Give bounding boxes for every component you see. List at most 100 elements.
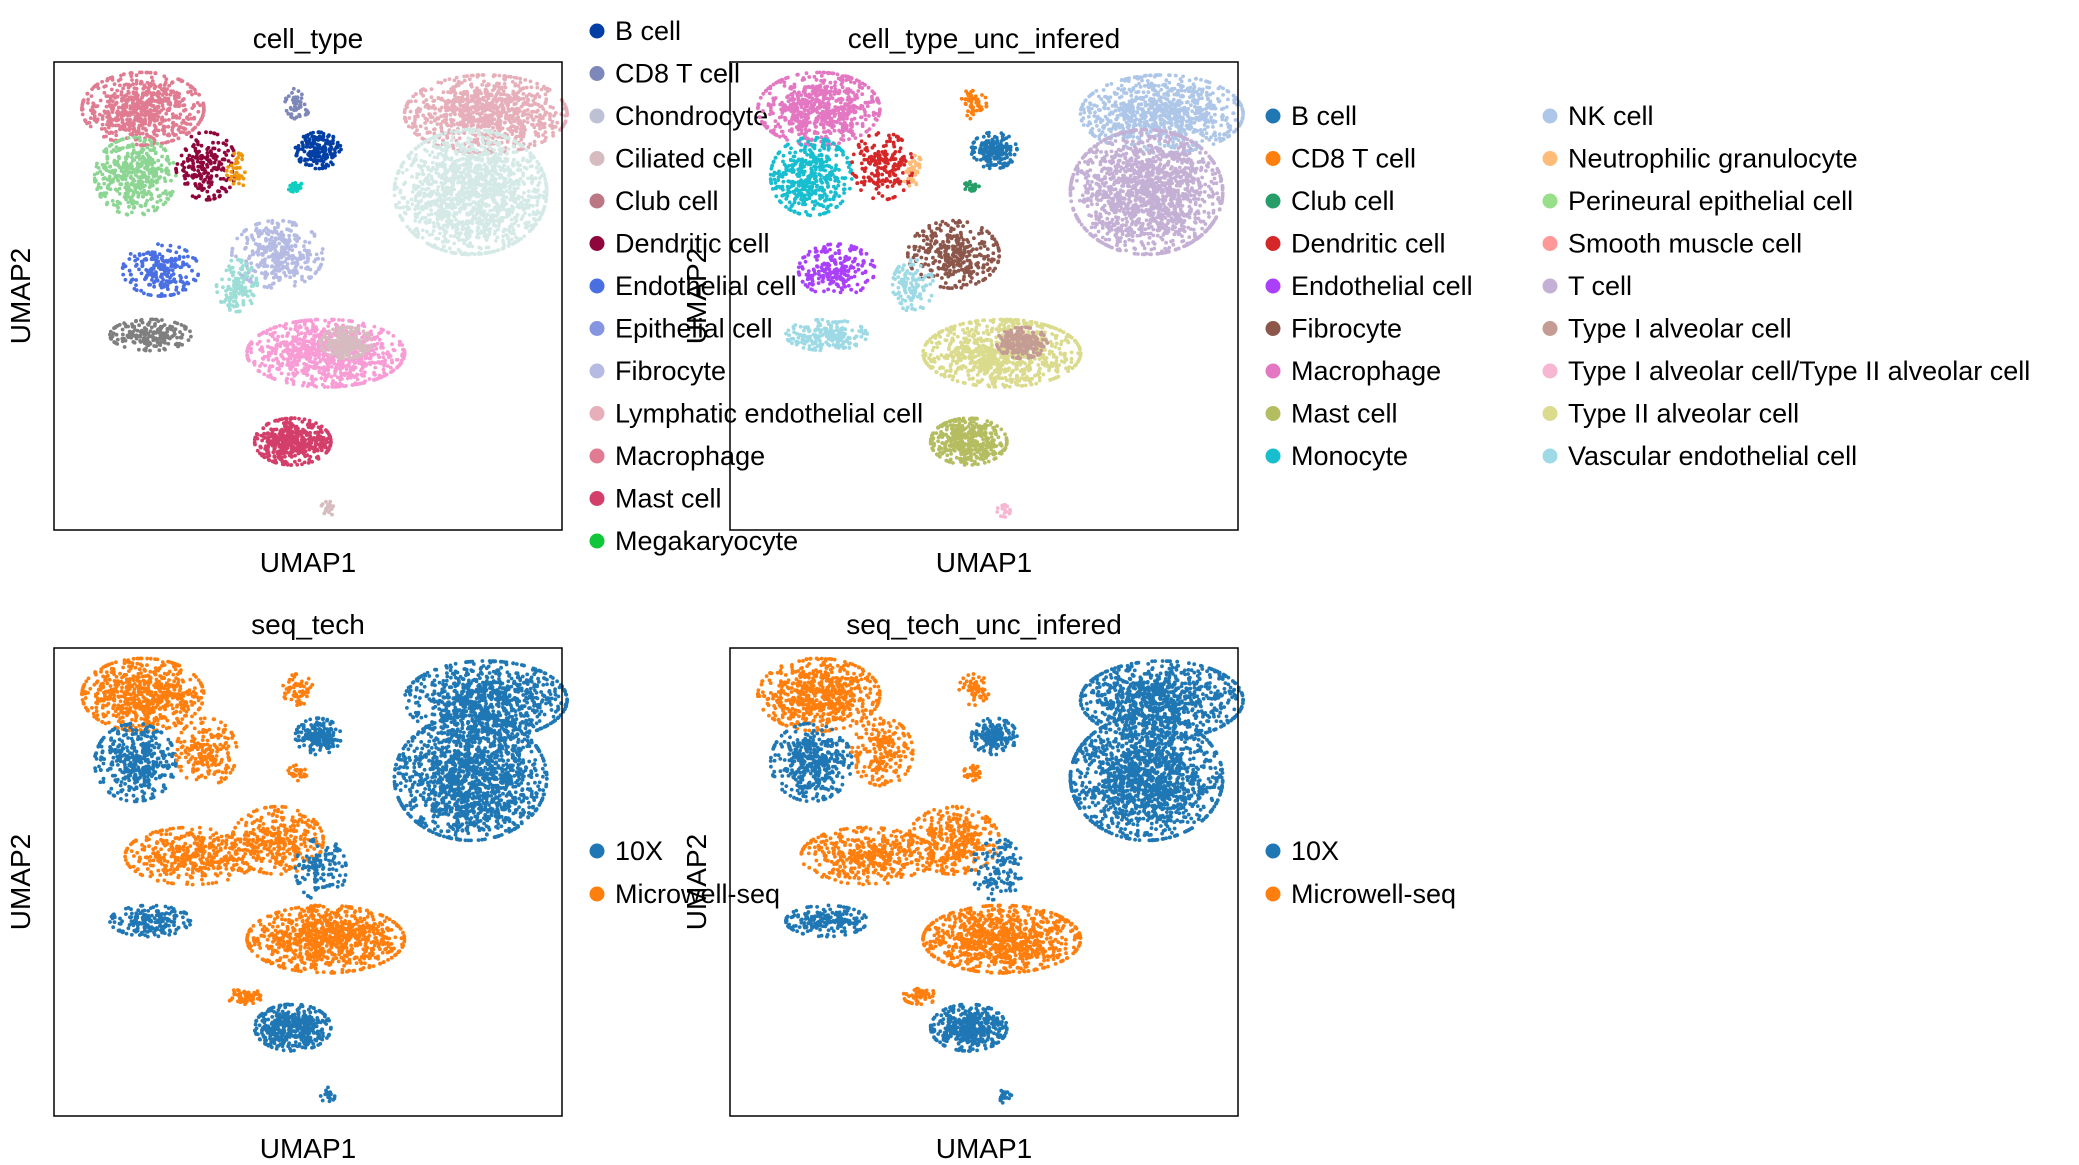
point — [532, 143, 537, 148]
point — [449, 120, 454, 124]
point — [144, 257, 149, 262]
point — [273, 243, 277, 248]
point — [282, 237, 287, 242]
point — [484, 88, 489, 92]
point — [186, 338, 191, 342]
point — [415, 235, 420, 239]
point — [271, 258, 275, 263]
point — [519, 202, 524, 207]
point — [157, 252, 162, 257]
point — [100, 172, 105, 177]
point — [182, 97, 186, 101]
point — [232, 173, 237, 178]
point — [152, 208, 157, 213]
point — [520, 195, 524, 200]
point — [197, 173, 202, 178]
point — [486, 140, 491, 145]
point — [196, 150, 201, 155]
point — [236, 276, 241, 281]
point — [116, 205, 120, 210]
point — [130, 78, 134, 82]
point — [131, 144, 136, 149]
point — [140, 95, 145, 99]
point — [469, 105, 474, 110]
point — [143, 85, 148, 89]
point — [441, 160, 445, 165]
point — [330, 162, 335, 167]
point — [126, 85, 131, 90]
point — [503, 134, 508, 139]
point — [442, 244, 446, 249]
point — [436, 236, 441, 241]
point — [413, 207, 417, 212]
point — [141, 252, 146, 257]
point — [523, 225, 528, 230]
point — [96, 182, 101, 187]
point — [155, 187, 160, 192]
point — [447, 144, 452, 149]
point — [449, 192, 454, 197]
point — [171, 333, 176, 338]
point — [158, 193, 162, 198]
point — [241, 176, 246, 181]
point — [484, 217, 489, 222]
point — [446, 168, 451, 173]
point — [97, 112, 102, 117]
point — [260, 252, 265, 257]
point — [111, 202, 116, 207]
point — [94, 83, 99, 88]
point — [255, 263, 260, 267]
point — [105, 161, 110, 165]
point — [137, 347, 141, 352]
point — [110, 199, 115, 203]
point — [513, 189, 517, 194]
point — [325, 138, 329, 143]
point — [205, 147, 210, 152]
point — [250, 250, 255, 255]
point — [297, 114, 302, 119]
point — [450, 103, 454, 108]
point — [237, 181, 241, 186]
point — [95, 161, 99, 166]
point — [219, 300, 224, 305]
point — [519, 123, 524, 127]
point — [531, 109, 536, 114]
point — [458, 130, 463, 135]
point — [209, 176, 213, 181]
point — [164, 140, 168, 145]
point — [290, 270, 295, 275]
point — [430, 115, 435, 119]
point — [447, 77, 452, 81]
point — [174, 173, 178, 178]
point — [462, 90, 466, 94]
point — [548, 114, 552, 119]
point — [523, 202, 528, 207]
point — [191, 103, 196, 107]
point — [415, 175, 419, 180]
point — [253, 242, 258, 246]
point — [223, 297, 228, 302]
point — [367, 377, 372, 381]
point — [419, 88, 424, 93]
point — [434, 202, 439, 207]
point — [165, 274, 170, 278]
point — [331, 134, 336, 139]
point — [100, 117, 105, 121]
point — [117, 186, 122, 191]
point — [90, 105, 95, 109]
point — [492, 218, 497, 223]
point — [265, 245, 270, 249]
point — [436, 152, 441, 157]
point — [169, 178, 173, 183]
point — [163, 341, 167, 345]
point — [490, 93, 494, 98]
point — [538, 117, 543, 121]
point — [159, 262, 164, 267]
point — [148, 70, 153, 75]
point — [141, 147, 146, 152]
point — [413, 195, 418, 200]
point — [197, 92, 202, 97]
point — [498, 92, 503, 96]
point — [492, 154, 497, 159]
point — [155, 91, 160, 96]
